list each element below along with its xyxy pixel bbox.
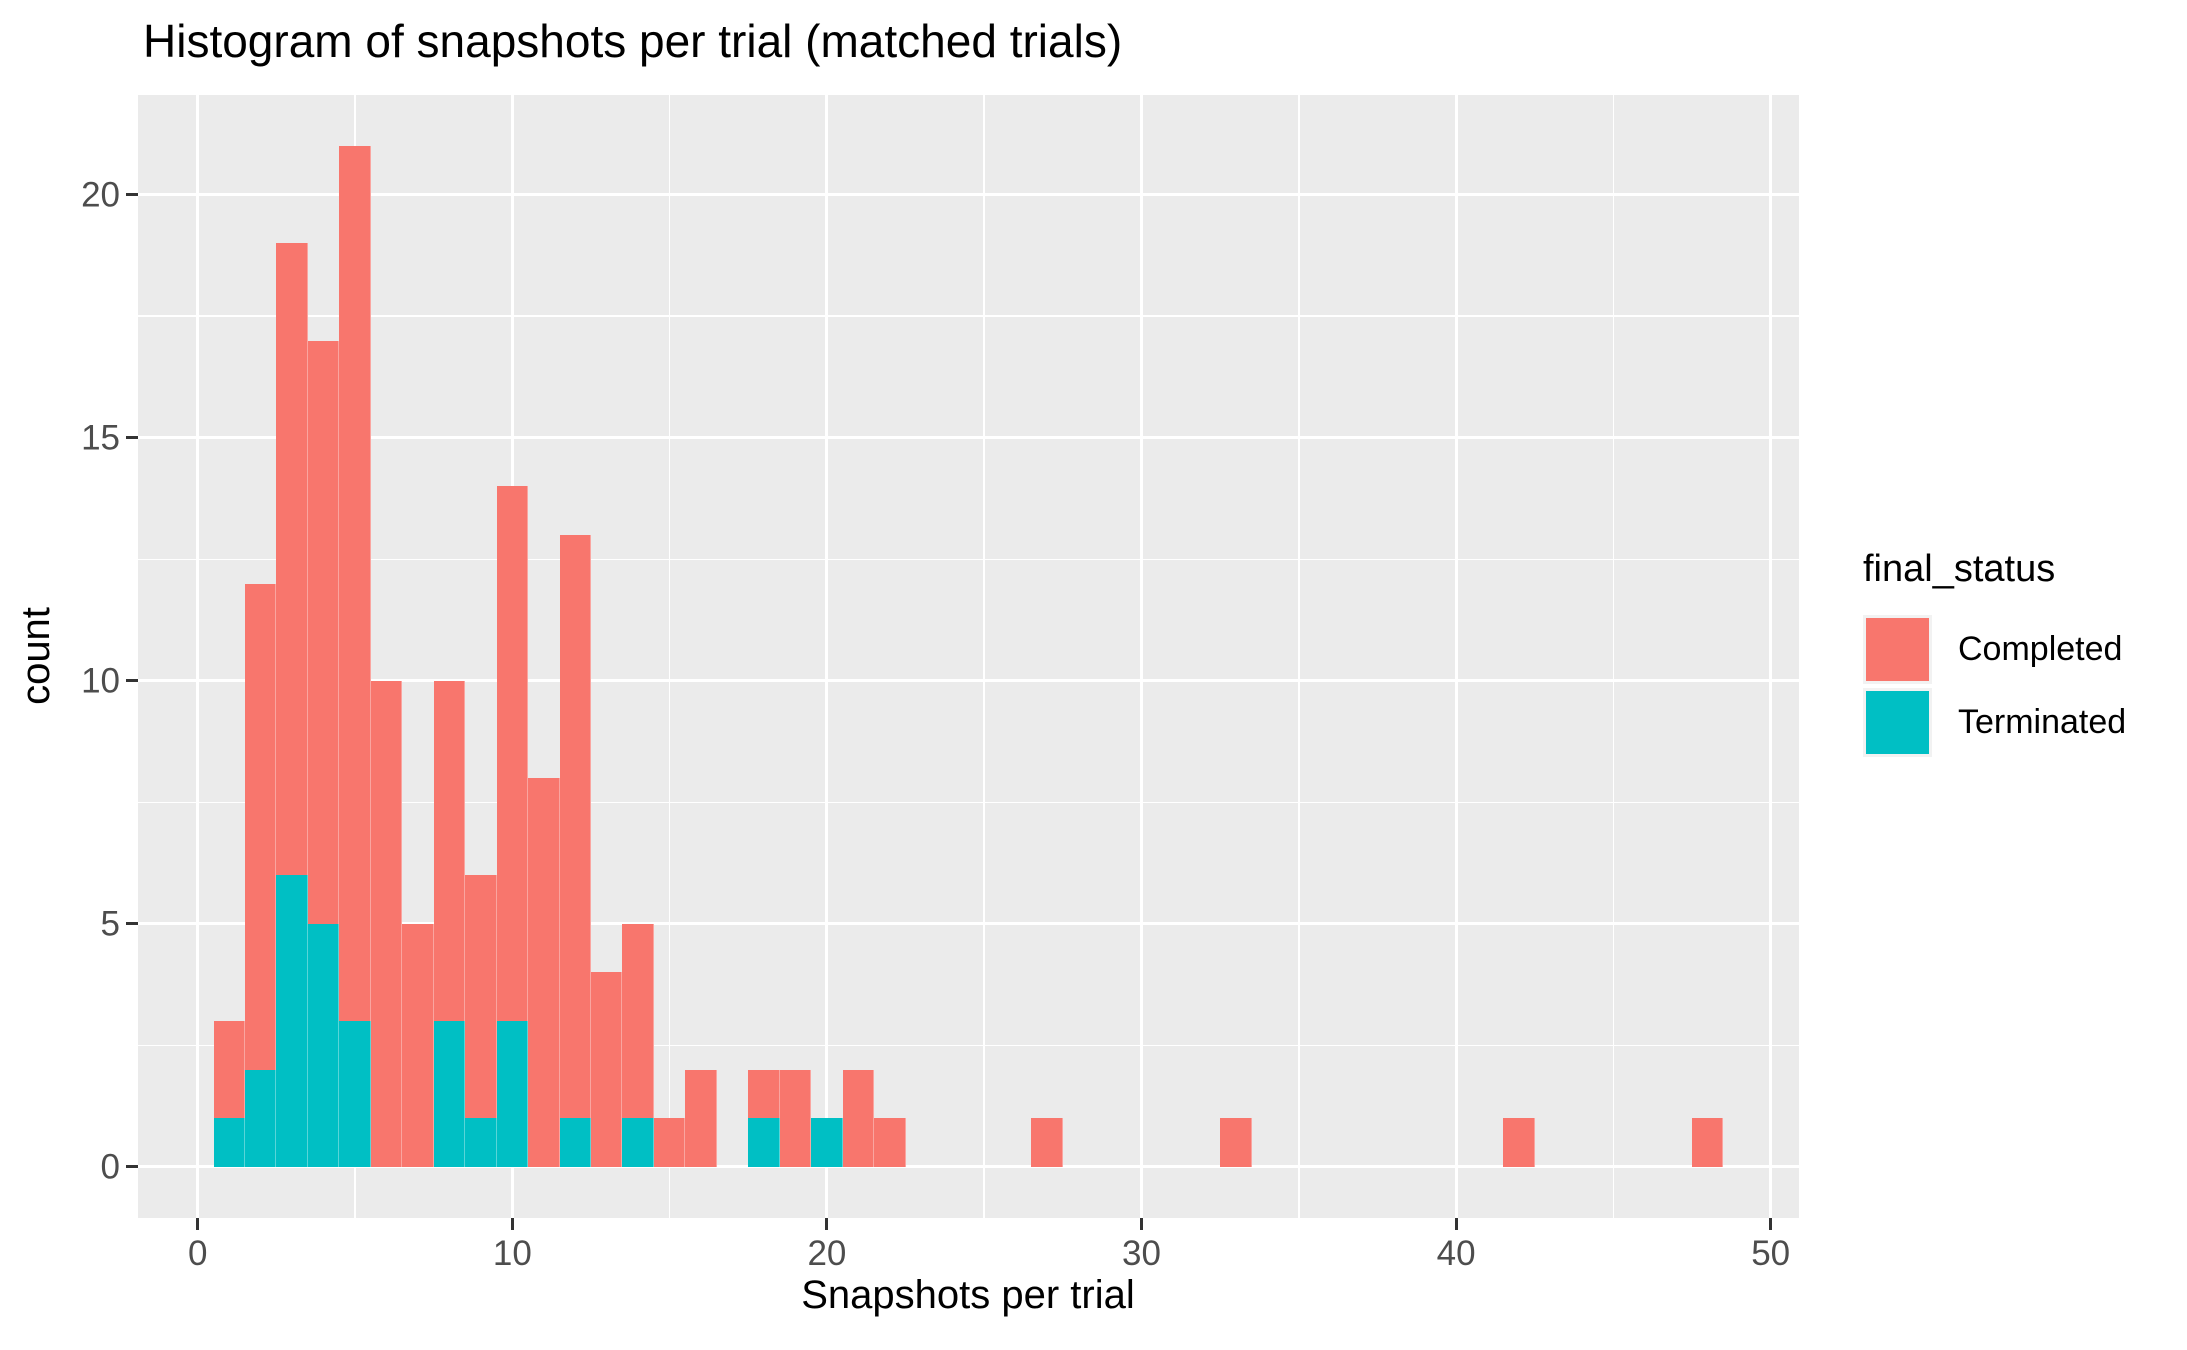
legend-swatch-completed-icon [1863, 615, 1932, 684]
histogram-bar-completed [591, 972, 623, 1167]
histogram-bar-terminated [244, 1069, 277, 1167]
x-axis-tick [1769, 1218, 1773, 1230]
histogram-bar-completed [685, 1069, 717, 1167]
histogram-bar-completed [653, 1118, 686, 1167]
y-axis-tick-label: 20 [81, 175, 120, 215]
histogram-bar-terminated [811, 1118, 843, 1167]
x-axis-tick [510, 1218, 514, 1230]
y-axis-tick-label: 0 [100, 1147, 120, 1187]
major-gridline-horizontal [138, 1165, 1799, 1169]
histogram-bar-completed [1692, 1118, 1724, 1167]
y-axis-tick [126, 1165, 138, 1169]
legend-label-terminated: Terminated [1958, 703, 2127, 741]
y-axis-title: count [14, 607, 58, 705]
histogram-bar-completed [1031, 1118, 1063, 1167]
x-axis-tick-label: 10 [492, 1234, 532, 1273]
minor-gridline-vertical [1298, 95, 1300, 1218]
legend-swatch-terminated-icon [1863, 688, 1932, 757]
chart-title: Histogram of snapshots per trial (matche… [143, 15, 1123, 67]
histogram-bar-completed [842, 1069, 875, 1167]
x-axis-tick [1454, 1218, 1458, 1230]
y-axis-tick [126, 436, 138, 440]
histogram-bar-completed [1220, 1118, 1252, 1167]
histogram-bar-terminated [213, 1118, 245, 1167]
histogram-bar-completed [307, 340, 340, 924]
minor-gridline-vertical [1612, 95, 1615, 1218]
histogram-bar-completed [213, 1021, 245, 1119]
major-gridline-vertical [1769, 95, 1773, 1218]
major-gridline-horizontal [138, 922, 1799, 926]
histogram-bar-completed [339, 146, 371, 1022]
legend-item-completed: Completed [1863, 615, 2126, 684]
minor-gridline-horizontal [138, 315, 1799, 317]
minor-gridline-horizontal [138, 801, 1799, 804]
major-gridline-horizontal [138, 679, 1799, 683]
y-axis-tick [126, 922, 138, 926]
minor-gridline-horizontal [138, 558, 1799, 561]
x-axis-tick [1140, 1218, 1144, 1230]
y-axis-tick-label: 15 [81, 418, 120, 458]
major-gridline-vertical [825, 95, 829, 1218]
x-axis-tick-label: 40 [1436, 1234, 1476, 1273]
x-axis-tick-label: 30 [1122, 1234, 1161, 1273]
histogram-bar-completed [276, 243, 308, 876]
x-axis-title: Snapshots per trial [801, 1273, 1135, 1317]
histogram-bar-completed [559, 534, 591, 1119]
y-axis-tick [126, 193, 138, 197]
histogram-bar-terminated [748, 1118, 780, 1167]
y-axis-tick [126, 679, 138, 683]
histogram-bar-completed [1503, 1118, 1535, 1167]
major-gridline-vertical [196, 95, 200, 1218]
histogram-bar-terminated [433, 1021, 466, 1167]
histogram-bar-completed [370, 680, 403, 1167]
histogram-bar-terminated [339, 1021, 371, 1167]
y-axis-tick-label: 5 [100, 904, 120, 944]
histogram-bar-terminated [496, 1021, 529, 1167]
histogram-bar-completed [244, 583, 277, 1070]
minor-gridline-vertical [983, 95, 985, 1218]
legend-title: final_status [1863, 548, 2056, 590]
histogram-bar-completed [874, 1118, 906, 1167]
histogram-bar-completed [528, 778, 560, 1167]
histogram-bar-terminated [465, 1118, 497, 1167]
y-axis-tick-label: 10 [81, 661, 120, 701]
x-axis-tick-label: 50 [1751, 1234, 1791, 1273]
histogram-bar-completed [779, 1069, 812, 1167]
legend: final_status Completed Terminated [1863, 548, 2126, 761]
minor-gridline-horizontal [138, 1044, 1799, 1047]
histogram-bar-completed [748, 1069, 780, 1119]
histogram-bar-completed [433, 680, 466, 1022]
major-gridline-horizontal [138, 436, 1799, 440]
histogram-bar-completed [402, 923, 434, 1167]
legend-item-terminated: Terminated [1863, 688, 2126, 757]
x-axis-tick-label: 20 [807, 1234, 847, 1273]
histogram-bar-completed [622, 923, 654, 1119]
minor-gridline-vertical [668, 95, 671, 1218]
major-gridline-horizontal [138, 193, 1799, 197]
legend-label-completed: Completed [1958, 630, 2123, 668]
plot-panel [138, 95, 1799, 1218]
x-axis-tick [196, 1218, 200, 1230]
x-axis-tick-label: 0 [188, 1234, 208, 1273]
histogram-bar-terminated [622, 1118, 654, 1167]
histogram-bar-completed [496, 486, 529, 1022]
x-axis-tick [825, 1218, 829, 1230]
major-gridline-vertical [1454, 95, 1458, 1218]
histogram-bar-terminated [559, 1118, 591, 1167]
histogram-bar-terminated [276, 875, 308, 1167]
histogram-bar-completed [465, 875, 497, 1119]
histogram-bar-terminated [307, 923, 340, 1167]
major-gridline-vertical [1140, 95, 1144, 1218]
